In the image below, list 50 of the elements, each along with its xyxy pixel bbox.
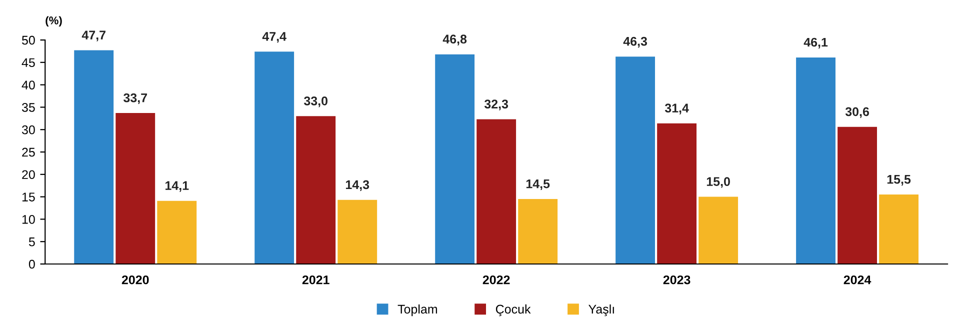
y-tick-label: 5 bbox=[28, 238, 35, 246]
y-tick-label: 25 bbox=[22, 148, 35, 157]
text: 33,0 bbox=[304, 96, 328, 108]
legend-label: Yaşlı bbox=[588, 304, 614, 316]
bar bbox=[657, 123, 697, 264]
bar bbox=[157, 200, 197, 264]
bar bbox=[698, 196, 738, 264]
legend-label: Toplam bbox=[398, 304, 437, 316]
text: 31,4 bbox=[664, 104, 689, 114]
x-tick-label: 2021 bbox=[302, 275, 330, 284]
text: 47,4 bbox=[262, 32, 286, 43]
text: 15,5 bbox=[887, 175, 911, 186]
text: 32,3 bbox=[484, 100, 508, 110]
text: 46,8 bbox=[442, 34, 467, 46]
y-tick-label: 40 bbox=[22, 80, 35, 90]
y-tick-label: 50 bbox=[22, 36, 35, 45]
bar bbox=[338, 200, 378, 264]
bar bbox=[796, 57, 836, 264]
bar bbox=[435, 54, 475, 264]
bar bbox=[616, 56, 656, 264]
text: 14,5 bbox=[526, 180, 550, 190]
x-tick-label: 2024 bbox=[844, 275, 872, 284]
y-tick-label: 10 bbox=[22, 215, 35, 224]
bar bbox=[838, 126, 877, 264]
text: 14,1 bbox=[165, 181, 189, 192]
text: 14,3 bbox=[346, 180, 370, 191]
y-tick-label: 45 bbox=[22, 58, 35, 68]
y-tick-label: 20 bbox=[22, 170, 35, 180]
bar bbox=[518, 199, 558, 264]
y-tick-label: 30 bbox=[22, 125, 35, 134]
bar bbox=[476, 119, 516, 264]
legend-label: Çocuk bbox=[496, 304, 531, 316]
text: 47,7 bbox=[82, 30, 106, 42]
y-tick-label: 15 bbox=[22, 192, 35, 202]
bar bbox=[74, 50, 114, 264]
x-tick-label: 2020 bbox=[122, 275, 149, 284]
text: 15,0 bbox=[706, 177, 730, 188]
bar bbox=[116, 113, 156, 264]
y-tick-label: 35 bbox=[22, 103, 35, 112]
bar bbox=[254, 52, 294, 264]
text: 46,3 bbox=[623, 36, 648, 48]
text: 33,7 bbox=[123, 93, 147, 104]
text: 46,1 bbox=[804, 38, 828, 48]
text: 30,6 bbox=[845, 107, 869, 118]
x-tick-label: 2023 bbox=[663, 275, 690, 284]
bar bbox=[879, 194, 919, 264]
y-axis-title: (%) bbox=[46, 16, 62, 27]
x-tick-label: 2022 bbox=[482, 275, 510, 284]
bar bbox=[296, 116, 336, 264]
y-tick-label: 0 bbox=[28, 260, 35, 269]
